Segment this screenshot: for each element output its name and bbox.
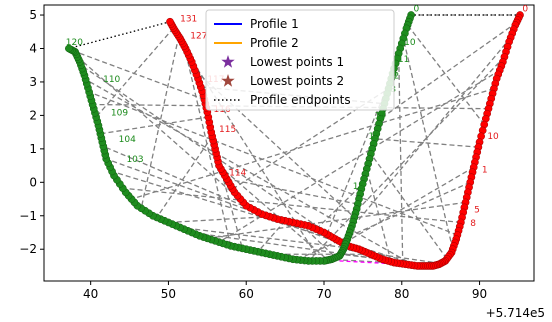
connector-line xyxy=(407,24,485,125)
x-tick-label: 70 xyxy=(316,287,331,301)
connector-line xyxy=(122,187,461,224)
connector-line xyxy=(156,135,213,218)
connector-line xyxy=(95,27,174,118)
profile-1-point-label: 115 xyxy=(219,125,236,135)
connector-line xyxy=(346,166,475,243)
profile-2-point-label: 0 xyxy=(413,5,419,15)
profile-2-point-label: 14 xyxy=(375,112,387,122)
legend-label: Lowest points 1 xyxy=(250,55,344,69)
profile-1-point-label: 0 xyxy=(522,5,528,15)
y-tick-label: 2 xyxy=(29,108,37,122)
connector-line xyxy=(226,178,358,205)
profile-1-point-label: 1 xyxy=(482,165,488,175)
points-layer xyxy=(65,11,524,270)
connector-line xyxy=(340,253,383,260)
connector-line xyxy=(85,78,415,267)
profile-2-point-label: 16 xyxy=(353,182,365,192)
profile-1-point-label: 131 xyxy=(180,15,197,25)
connector-line xyxy=(402,38,454,250)
connector-line xyxy=(100,116,209,135)
connector-line xyxy=(315,183,364,230)
star-icon xyxy=(221,55,235,68)
legend: Profile 1 Profile 2 Lowest points 1 Lowest … xyxy=(205,9,395,111)
connector-line xyxy=(183,45,232,247)
connector-line xyxy=(80,64,339,242)
connector-line xyxy=(131,88,495,200)
connector-line xyxy=(207,201,466,239)
y-tick-label: 5 xyxy=(29,8,37,22)
profile-2-point-label: 10 xyxy=(404,38,416,48)
y-tick-label: −1 xyxy=(19,209,37,223)
connector-line xyxy=(398,53,404,264)
profile-2-point-label: 109 xyxy=(111,108,128,118)
profile-2-point-label: 103 xyxy=(126,155,143,165)
profile-2-point-label: 15 xyxy=(368,132,379,142)
profile-2-point-label: 11 xyxy=(398,55,409,65)
profile-1-point-label: 127 xyxy=(190,31,207,41)
x-tick-label: 60 xyxy=(239,287,254,301)
connector-line xyxy=(73,50,205,101)
profile-2-point-label: 120 xyxy=(66,38,83,48)
x-tick-label: 80 xyxy=(394,287,409,301)
connector-line xyxy=(380,22,517,120)
profile-1-point-label: 10 xyxy=(487,132,499,142)
y-tick-label: −2 xyxy=(19,242,37,256)
x-offset-label: +5.714e5 xyxy=(486,306,545,320)
star-icon xyxy=(221,74,235,87)
legend-label: Profile 1 xyxy=(250,17,299,31)
legend-box xyxy=(205,9,395,111)
y-tick-label: 3 xyxy=(29,75,37,89)
connector-line xyxy=(92,103,489,110)
profile-1-point-label: 114 xyxy=(229,169,246,179)
endpoint-line-end xyxy=(68,21,171,50)
connector-line xyxy=(374,138,479,148)
connector-line xyxy=(300,223,337,259)
profile-2-point-label: 104 xyxy=(119,135,136,145)
connector-line xyxy=(370,153,448,260)
profile-2-point-label: 110 xyxy=(103,75,120,85)
profile-1-point-label: 5 xyxy=(474,205,480,215)
y-tick-label: 1 xyxy=(29,142,37,156)
y-tick-label: 0 xyxy=(29,175,37,189)
connector-line xyxy=(168,215,270,224)
connector-line xyxy=(88,91,458,236)
x-tick-label: 90 xyxy=(472,287,487,301)
connector-line xyxy=(307,56,505,262)
profile-1-point xyxy=(166,17,174,26)
legend-label: Profile 2 xyxy=(250,36,299,50)
profile-2-point xyxy=(65,44,73,53)
profile-1-point-label: 8 xyxy=(470,219,476,229)
connector-line xyxy=(103,145,259,213)
connector-line xyxy=(77,56,244,203)
connector-line xyxy=(140,36,180,209)
x-tick-label: 50 xyxy=(161,287,176,301)
legend-label: Profile endpoints xyxy=(250,93,351,107)
connector-line xyxy=(257,220,286,253)
connector-line xyxy=(180,226,360,250)
y-tick-label: 4 xyxy=(29,41,37,55)
x-tick-label: 40 xyxy=(83,287,98,301)
legend-label: Lowest points 2 xyxy=(250,74,344,88)
